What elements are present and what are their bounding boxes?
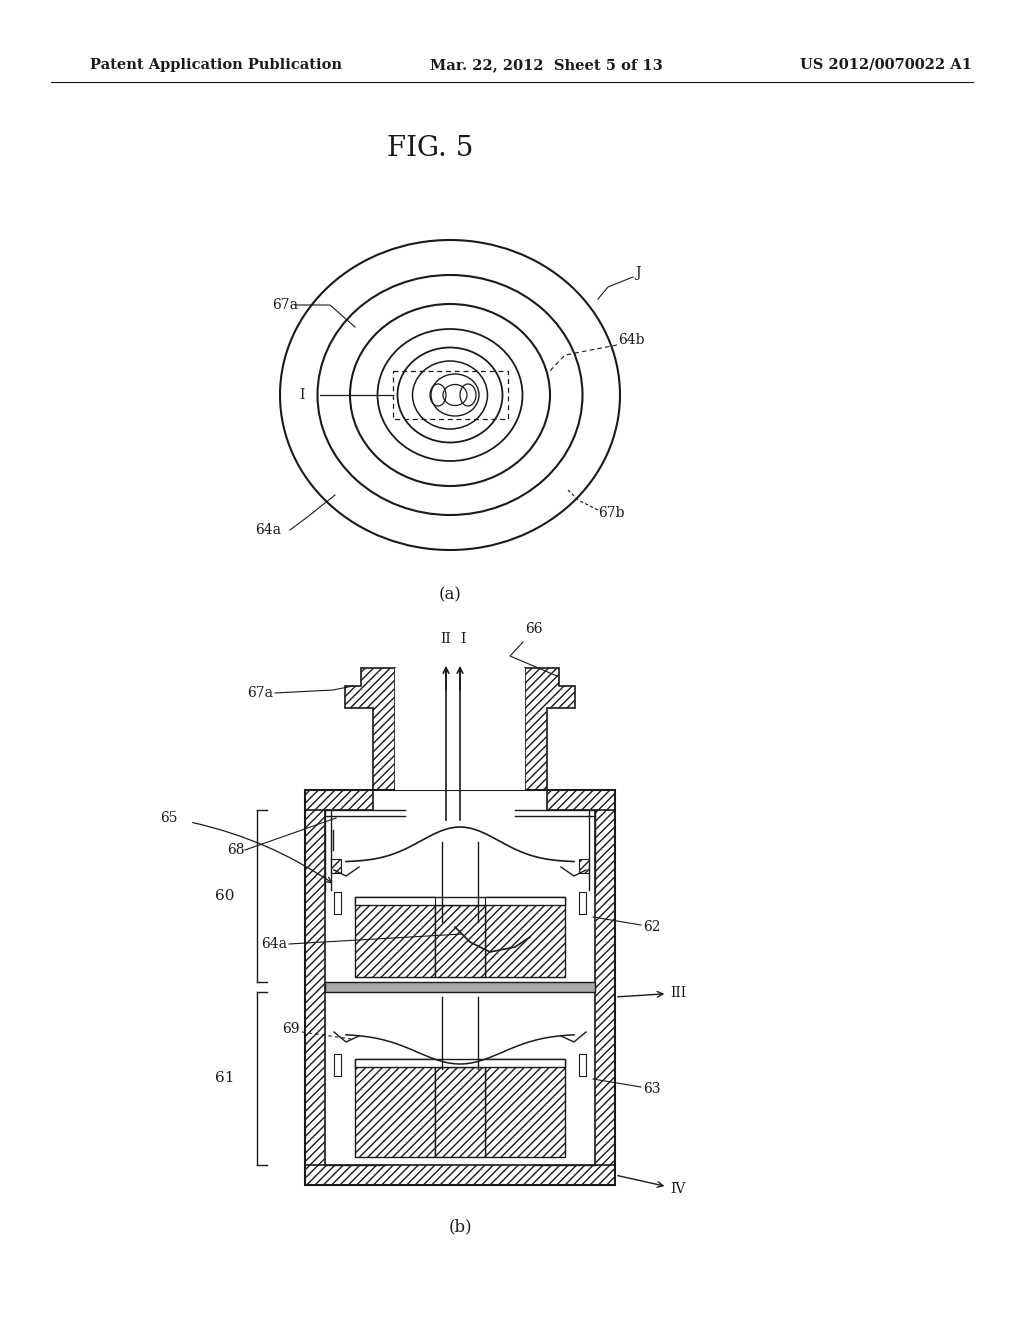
Bar [355, 898, 565, 906]
Text: 65: 65 [160, 810, 177, 825]
Text: J: J [635, 267, 640, 280]
Bar [392, 371, 508, 418]
Bar [305, 789, 325, 1185]
Bar [395, 668, 525, 789]
Text: 69: 69 [283, 1022, 300, 1036]
Polygon shape [525, 668, 575, 789]
Text: 62: 62 [643, 920, 660, 935]
Bar [305, 789, 615, 1185]
Text: FIG. 5: FIG. 5 [387, 135, 473, 161]
Bar [334, 1053, 341, 1076]
Text: I: I [461, 632, 466, 645]
Bar [325, 982, 595, 993]
Text: I: I [300, 388, 305, 403]
Bar [579, 859, 589, 873]
Bar [435, 906, 485, 977]
Text: 64a: 64a [255, 523, 281, 537]
Bar [305, 1166, 615, 1185]
Bar [355, 1059, 565, 1067]
Bar [595, 789, 615, 1185]
Bar [334, 892, 341, 913]
Text: Patent Application Publication: Patent Application Publication [90, 58, 342, 73]
Text: 63: 63 [643, 1082, 660, 1096]
Text: (b): (b) [449, 1218, 472, 1236]
Text: Mar. 22, 2012  Sheet 5 of 13: Mar. 22, 2012 Sheet 5 of 13 [430, 58, 663, 73]
Text: 61: 61 [215, 1072, 234, 1085]
Text: 67a: 67a [272, 298, 298, 312]
Text: 60: 60 [215, 888, 234, 903]
Text: III: III [617, 986, 686, 1001]
Text: 68: 68 [227, 843, 245, 857]
Bar [579, 1053, 586, 1076]
Bar [435, 1067, 485, 1158]
Bar [485, 1059, 565, 1158]
Text: (a): (a) [438, 586, 462, 603]
Text: 67a: 67a [247, 686, 273, 700]
Bar [355, 898, 435, 977]
Bar [547, 789, 615, 810]
Text: 64b: 64b [618, 333, 644, 347]
Bar [355, 1059, 435, 1158]
Bar [331, 859, 341, 873]
Text: US 2012/0070022 A1: US 2012/0070022 A1 [800, 58, 972, 73]
Text: 67b: 67b [598, 506, 625, 520]
Polygon shape [345, 668, 395, 789]
Text: 64a: 64a [261, 937, 287, 950]
Bar [485, 898, 565, 977]
Text: IV: IV [617, 1176, 685, 1196]
Text: 66: 66 [525, 622, 543, 636]
Bar [305, 789, 373, 810]
Bar [579, 892, 586, 913]
Text: II: II [440, 632, 452, 645]
